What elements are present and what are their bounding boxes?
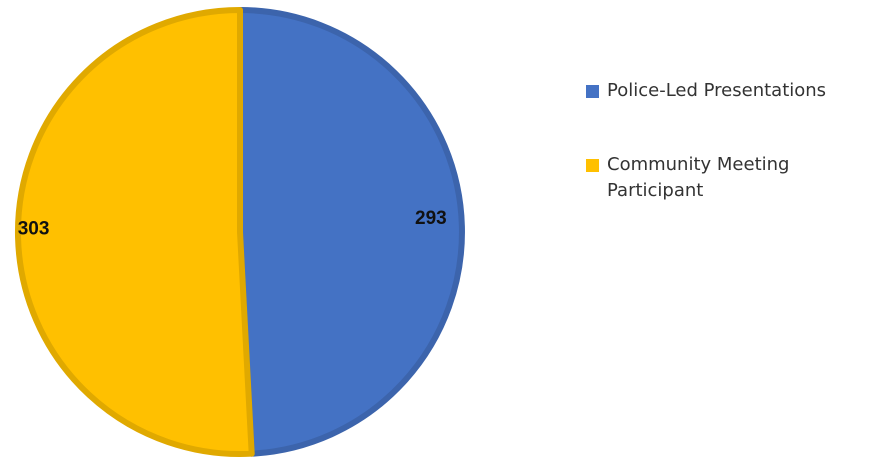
legend-item-community-meeting-participant: Community Meeting Participant [586, 152, 866, 204]
pie-data-labels: 293 303 [18, 208, 447, 239]
legend-swatch-police-led-presentations [586, 85, 599, 98]
pie-slices [15, 7, 465, 457]
legend: Police-Led Presentations Community Meeti… [586, 78, 866, 204]
legend-item-police-led-presentations: Police-Led Presentations [586, 78, 866, 104]
pie-slice-community-meeting-participant [15, 7, 255, 457]
legend-label-police-led-presentations: Police-Led Presentations [607, 80, 827, 101]
pie-slice-police-led-presentations [237, 7, 465, 457]
legend-swatch-community-meeting-participant [586, 159, 599, 172]
legend-label-community-meeting-participant: Community Meeting Participant [607, 154, 790, 201]
data-label-community-meeting-participant: 303 [18, 218, 50, 239]
data-label-police-led-presentations: 293 [415, 208, 447, 229]
